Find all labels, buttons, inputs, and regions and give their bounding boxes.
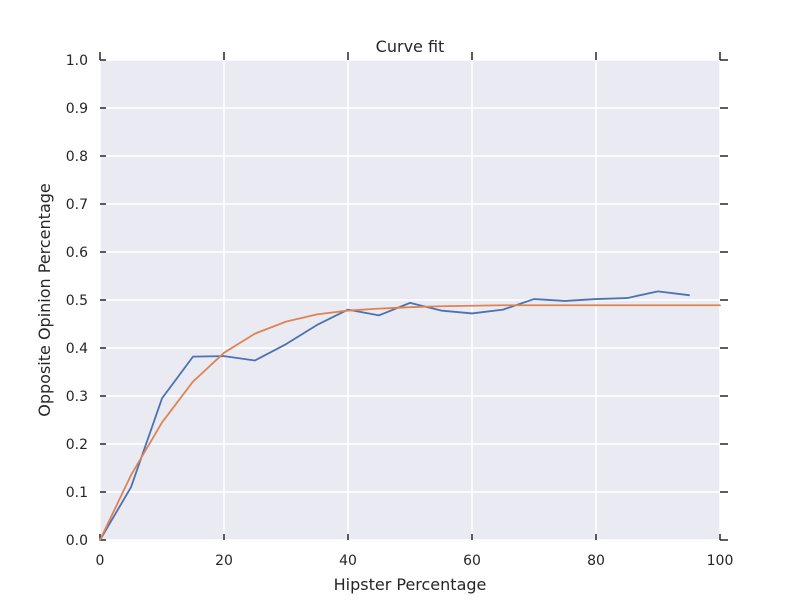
- y-tick-label: 0.4: [66, 341, 88, 357]
- y-axis-title: Opposite Opinion Percentage: [35, 183, 54, 416]
- y-tick-label: 0.2: [66, 437, 88, 453]
- y-tick-label: 0.6: [66, 245, 88, 261]
- x-tick-label: 40: [339, 553, 357, 569]
- x-tick-label: 60: [463, 553, 481, 569]
- y-tick-label: 0.9: [66, 101, 88, 117]
- y-tick-label: 0.3: [66, 389, 88, 405]
- observed-data-line: [99, 290, 690, 541]
- y-tick-label: 0.7: [66, 197, 88, 213]
- y-tick-label: 1.0: [66, 53, 88, 69]
- x-axis-title: Hipster Percentage: [334, 575, 487, 594]
- grid-lines: [99, 59, 721, 541]
- x-tick-label: 0: [96, 553, 105, 569]
- y-tick-label: 0.8: [66, 149, 88, 165]
- tick-labels: 0 20 40 60 80 100 0.0 0.1 0.2 0.3 0.4 0.5 0.6 0.7 0.8 0…: [66, 53, 734, 569]
- x-tick-label: 100: [707, 553, 734, 569]
- y-tick-label: 0.5: [66, 293, 88, 309]
- x-tick-label: 20: [215, 553, 233, 569]
- fitted-curve-line: [99, 304, 721, 541]
- series-layer: [99, 290, 721, 541]
- chart-title: Curve fit: [376, 37, 445, 56]
- y-tick-label: 0.1: [66, 485, 88, 501]
- x-tick-label: 80: [587, 553, 605, 569]
- tick-marks: [99, 52, 728, 541]
- y-tick-label: 0.0: [66, 533, 88, 549]
